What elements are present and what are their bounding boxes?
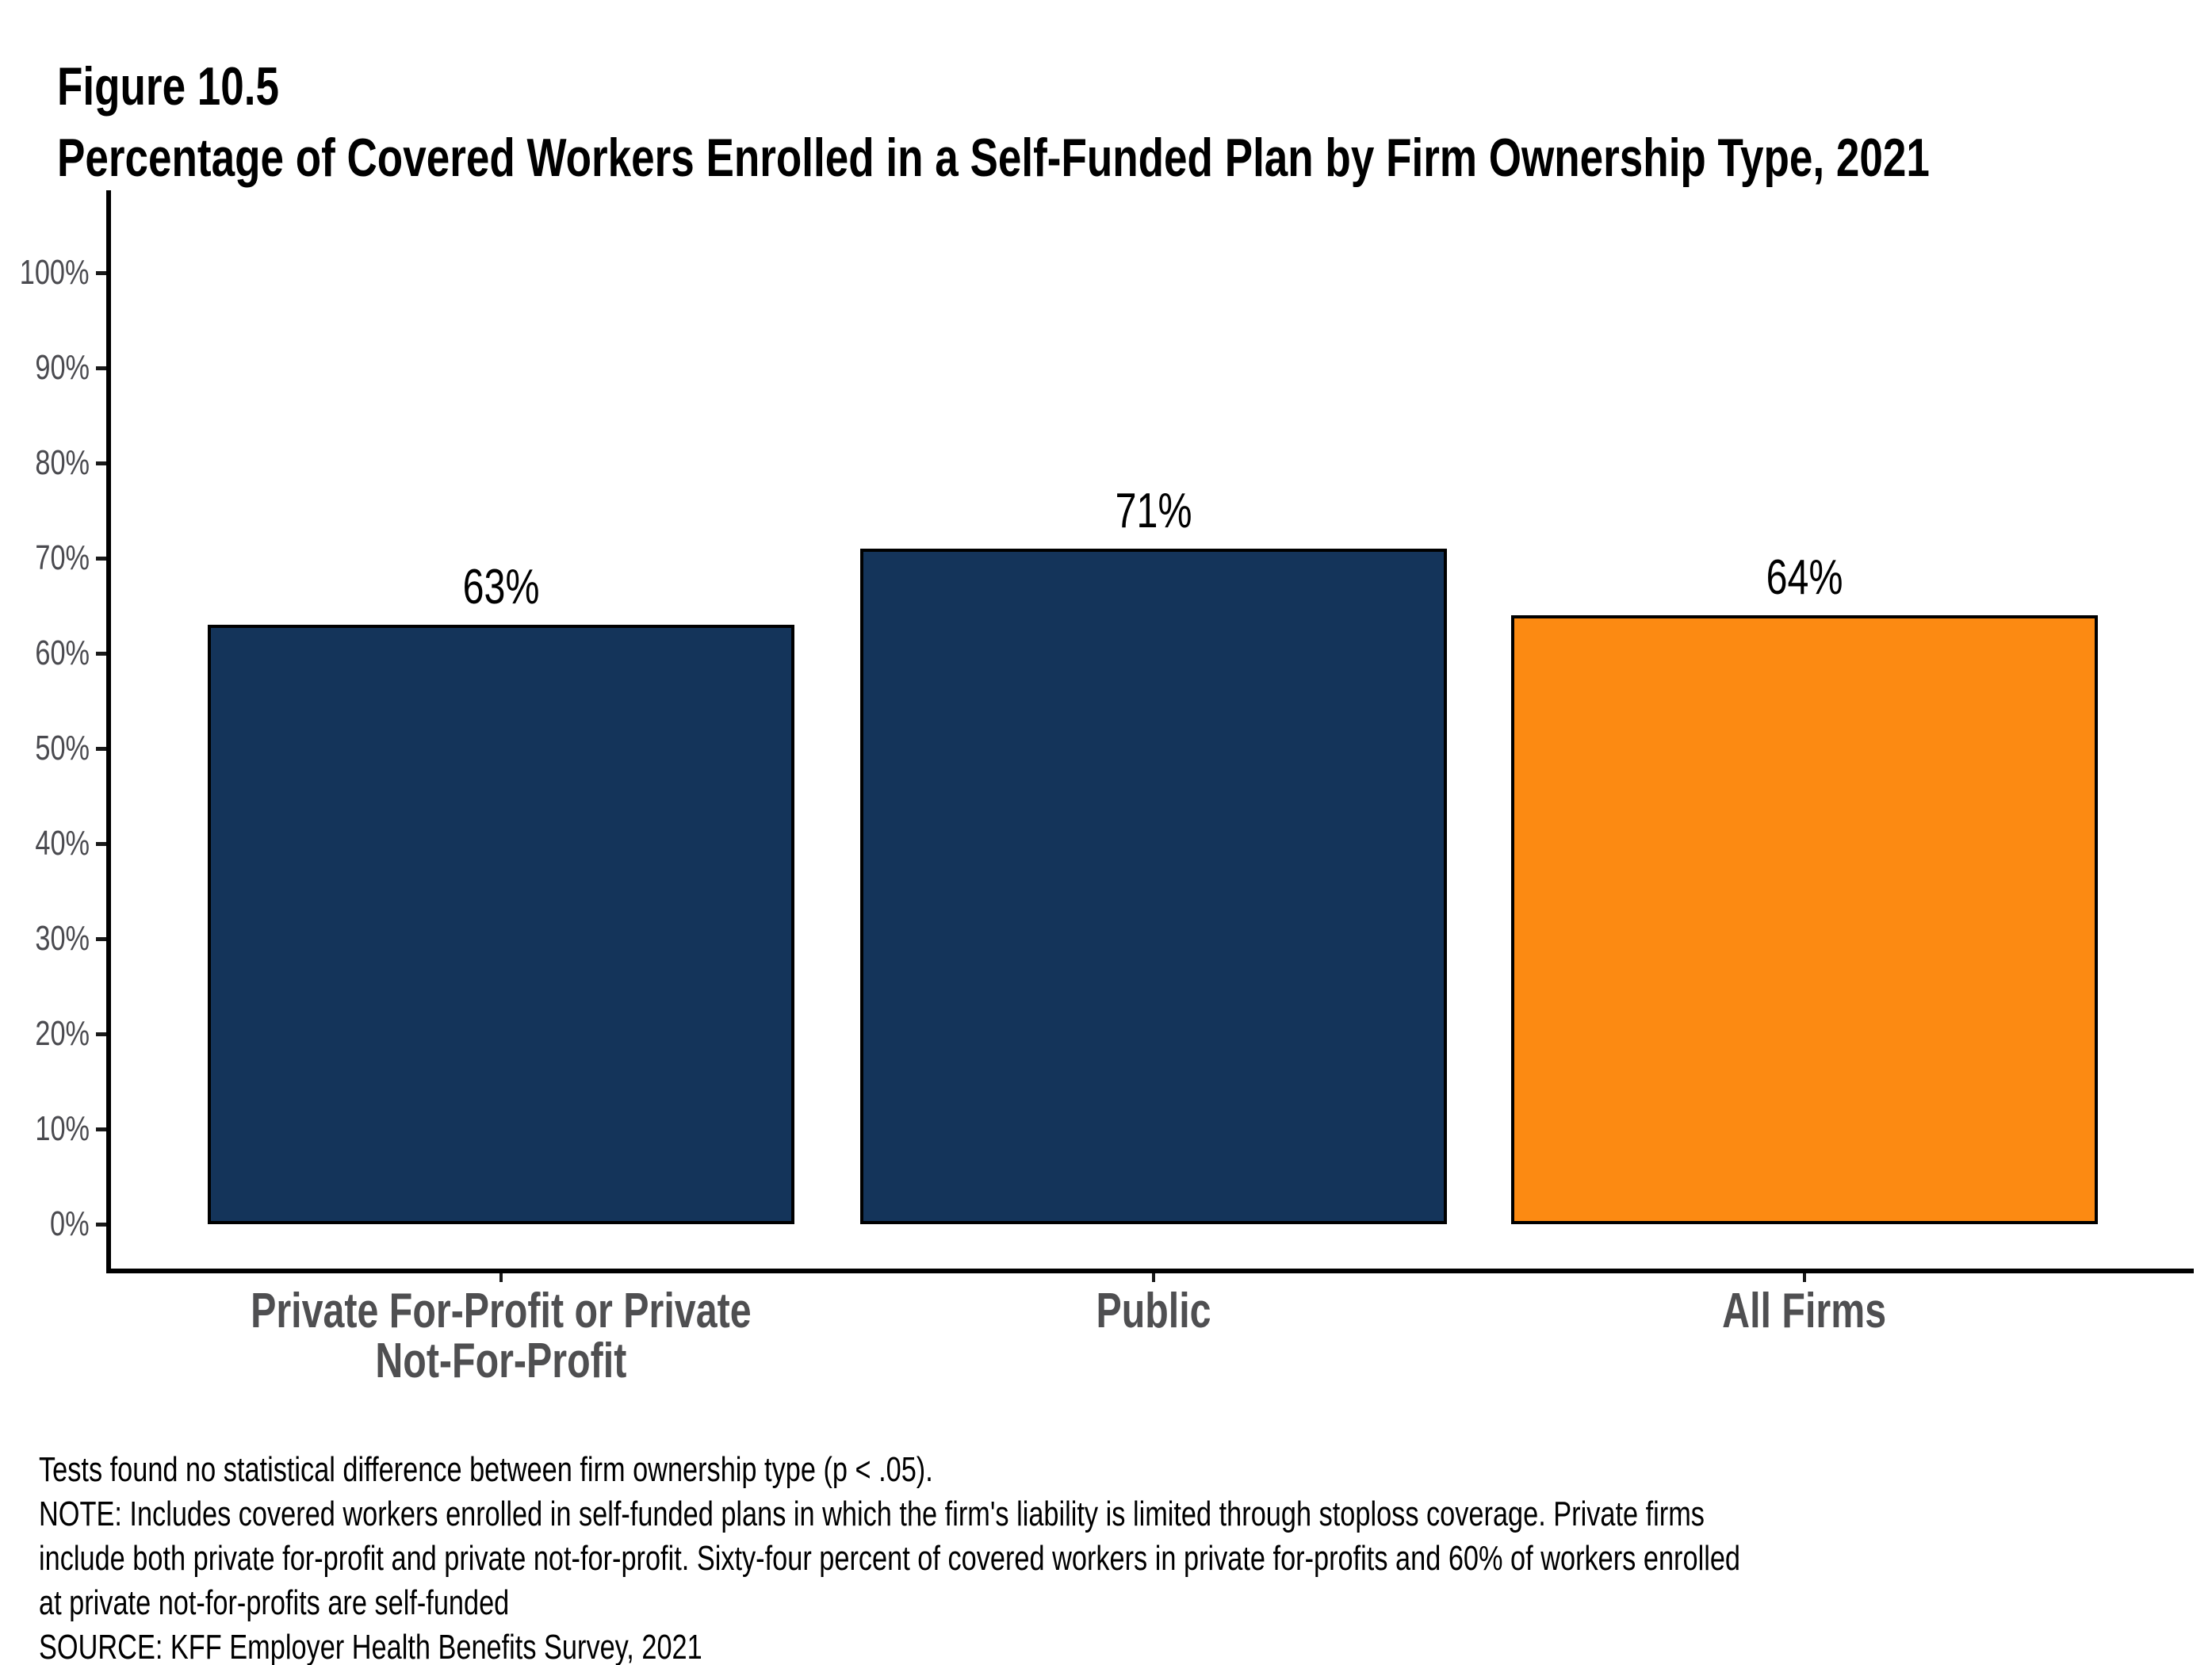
y-tick-mark xyxy=(96,1127,106,1131)
x-tick-mark xyxy=(1152,1273,1155,1282)
y-tick-mark xyxy=(96,557,106,561)
y-tick-label-text: 20% xyxy=(35,1014,90,1053)
note-line-4: at private not-for-profits are self-fund… xyxy=(39,1581,2212,1625)
y-tick-label-text: 40% xyxy=(35,824,90,863)
y-tick-mark xyxy=(96,1223,106,1227)
y-tick-label: 100% xyxy=(0,255,90,290)
bar-value-text: 64% xyxy=(1766,550,1843,605)
y-tick-label: 70% xyxy=(0,541,90,576)
y-tick-label-text: 60% xyxy=(35,633,90,672)
y-tick-mark xyxy=(96,842,106,846)
x-tick-mark xyxy=(1803,1273,1806,1282)
y-tick-label: 90% xyxy=(0,350,90,385)
y-tick-label-text: 100% xyxy=(20,253,90,292)
category-label: Public xyxy=(797,1286,1510,1336)
note-line-2: NOTE: Includes covered workers enrolled … xyxy=(39,1492,2212,1537)
bar-1 xyxy=(208,625,794,1224)
bar-3 xyxy=(1511,615,2098,1224)
y-tick-label-text: 30% xyxy=(35,919,90,958)
bar-value-label: 64% xyxy=(1646,553,1963,603)
note-line-text: include both private for-profit and priv… xyxy=(39,1539,1740,1578)
y-tick-label: 80% xyxy=(0,446,90,480)
y-tick-label-text: 70% xyxy=(35,538,90,577)
bar-value-label: 63% xyxy=(343,563,660,612)
y-tick-mark xyxy=(96,747,106,751)
bar-2 xyxy=(860,549,1447,1224)
category-label: All Firms xyxy=(1448,1286,2161,1336)
x-tick-mark xyxy=(499,1273,503,1282)
y-tick-label-text: 10% xyxy=(35,1109,90,1148)
note-line-text: SOURCE: KFF Employer Health Benefits Sur… xyxy=(39,1628,702,1665)
y-tick-mark xyxy=(96,1032,106,1036)
y-tick-mark xyxy=(96,937,106,941)
note-line-3: include both private for-profit and priv… xyxy=(39,1537,2212,1581)
y-tick-label: 20% xyxy=(0,1016,90,1051)
figure-number-text: Figure 10.5 xyxy=(57,56,280,117)
y-tick-label: 30% xyxy=(0,921,90,956)
x-axis-line xyxy=(106,1269,2194,1273)
y-tick-label-text: 0% xyxy=(50,1204,90,1243)
note-line-1: Tests found no statistical difference be… xyxy=(39,1448,2212,1492)
footnotes: Tests found no statistical difference be… xyxy=(39,1448,2212,1665)
y-tick-mark xyxy=(96,461,106,465)
y-tick-mark xyxy=(96,366,106,370)
y-tick-label-text: 90% xyxy=(35,348,90,387)
y-tick-mark xyxy=(96,271,106,275)
bar-value-label: 71% xyxy=(995,487,1312,536)
y-tick-label-text: 50% xyxy=(35,729,90,767)
bar-value-text: 71% xyxy=(1115,484,1192,538)
note-line-text: NOTE: Includes covered workers enrolled … xyxy=(39,1495,1705,1533)
category-label-text: Private For-Profit or Private Not-For-Pr… xyxy=(251,1284,752,1388)
y-tick-label: 10% xyxy=(0,1112,90,1146)
y-tick-label: 50% xyxy=(0,731,90,766)
bar-value-text: 63% xyxy=(462,560,540,614)
category-label-text: All Firms xyxy=(1722,1284,1887,1338)
category-label: Private For-Profit or Private Not-For-Pr… xyxy=(144,1286,858,1386)
y-tick-label-text: 80% xyxy=(35,443,90,482)
y-tick-label: 60% xyxy=(0,636,90,671)
y-tick-mark xyxy=(96,652,106,656)
chart-title: Percentage of Covered Workers Enrolled i… xyxy=(57,127,2212,189)
note-line-text: at private not-for-profits are self-fund… xyxy=(39,1583,510,1622)
category-label-text: Public xyxy=(1096,1284,1211,1338)
y-axis-line xyxy=(106,190,111,1273)
y-tick-label: 0% xyxy=(0,1207,90,1242)
note-line-text: Tests found no statistical difference be… xyxy=(39,1450,933,1489)
figure-number-label: Figure 10.5 xyxy=(57,56,342,117)
chart-title-text: Percentage of Covered Workers Enrolled i… xyxy=(57,128,1930,188)
note-line-5: SOURCE: KFF Employer Health Benefits Sur… xyxy=(39,1625,2212,1665)
y-tick-label: 40% xyxy=(0,826,90,861)
